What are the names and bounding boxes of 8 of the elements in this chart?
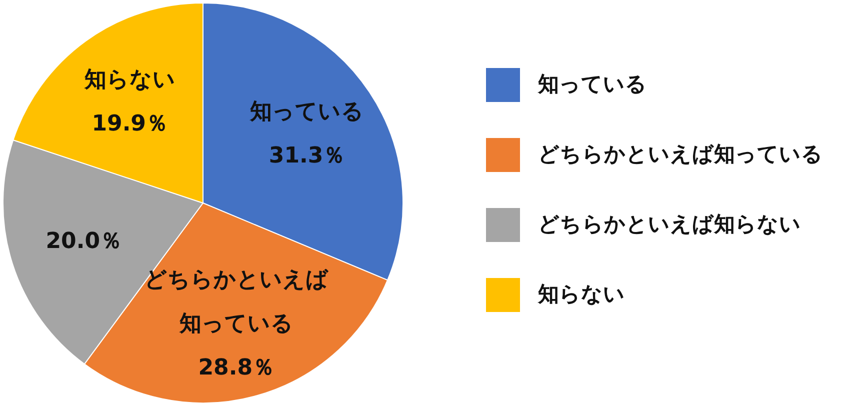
legend-label: どちらかといえば知っている (538, 142, 823, 166)
legend-label: どちらかといえば知らない (538, 212, 801, 236)
legend-label: 知らない (537, 282, 625, 306)
data-label: 知らない 19.9％ (83, 68, 176, 137)
legend-label: 知っている (537, 72, 647, 96)
data-label: どちらかといえば知っている 28.8％ (144, 267, 330, 380)
data-label: 知っている 31.3％ (249, 100, 364, 169)
data-label: 20.0％ (46, 228, 122, 254)
